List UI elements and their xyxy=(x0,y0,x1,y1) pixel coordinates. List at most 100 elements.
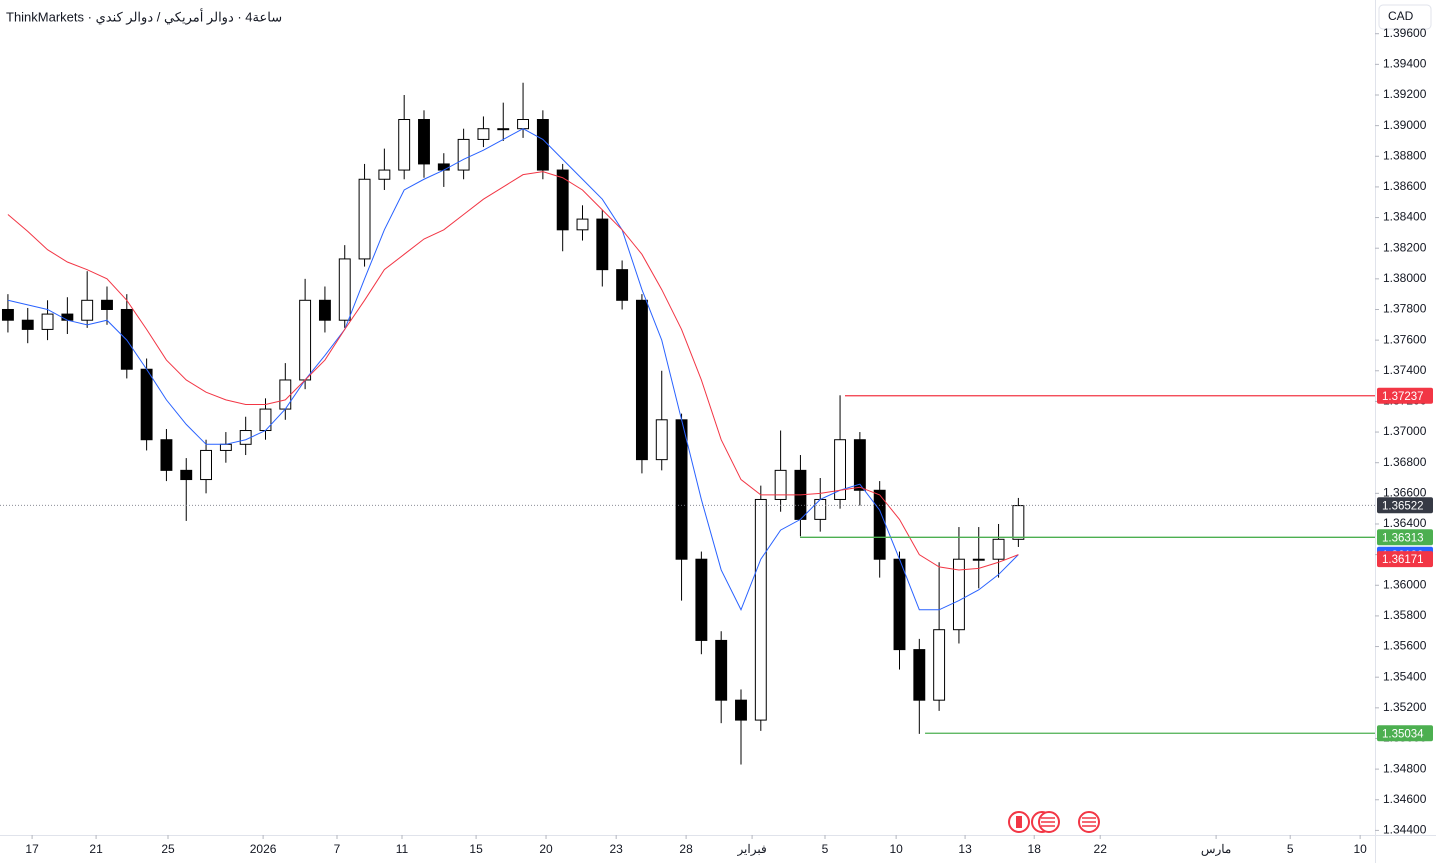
event-icons xyxy=(1008,811,1100,833)
y-tick-label: 1.38600 xyxy=(1383,179,1427,193)
x-tick-label: 22 xyxy=(1094,842,1108,856)
candle-body xyxy=(219,443,232,451)
currency-button[interactable] xyxy=(1378,4,1432,30)
candle-body xyxy=(180,469,193,481)
candle-body xyxy=(556,169,569,231)
candle-body xyxy=(576,218,589,231)
y-tick-label: 1.36000 xyxy=(1383,577,1427,591)
price-tag-label: 1.37237 xyxy=(1382,391,1424,403)
candle-body xyxy=(497,128,510,131)
y-tick-label: 1.38800 xyxy=(1383,148,1427,162)
candle-body xyxy=(913,649,926,701)
y-tick-label: 1.37800 xyxy=(1383,302,1427,316)
flag-mark xyxy=(1016,816,1022,828)
candle-body xyxy=(279,379,292,410)
candle-body xyxy=(774,469,787,500)
y-tick-label: 1.35200 xyxy=(1383,700,1427,714)
candle-body xyxy=(120,308,133,370)
moving-average xyxy=(7,171,1019,571)
candle-body xyxy=(933,629,946,701)
x-tick-label: فبراير xyxy=(736,842,766,856)
price-tag xyxy=(1377,497,1433,514)
candle-body xyxy=(61,313,74,321)
price-tag xyxy=(1377,551,1433,568)
y-tick-label: 1.38000 xyxy=(1383,271,1427,285)
y-tick-label: 1.36600 xyxy=(1383,486,1427,500)
candle-body xyxy=(536,119,549,171)
candle-body xyxy=(952,558,965,631)
x-tick-label: 11 xyxy=(396,842,409,856)
price-tag xyxy=(1377,725,1433,742)
candle-body xyxy=(596,218,609,271)
x-tick-label: 2026 xyxy=(250,842,277,856)
candle-body xyxy=(418,119,430,165)
candle-body xyxy=(853,439,866,491)
x-tick-label: 23 xyxy=(609,842,623,856)
candle-body xyxy=(378,169,391,180)
candle-body xyxy=(675,419,688,560)
y-tick-label: 1.35400 xyxy=(1383,669,1427,683)
y-tick-label: 1.36800 xyxy=(1383,455,1427,469)
candle-body xyxy=(754,498,767,721)
x-tick-label: 15 xyxy=(469,842,483,856)
flag-stripes xyxy=(1041,817,1096,827)
y-tick-label: 1.35600 xyxy=(1383,639,1427,653)
candle-body xyxy=(1012,505,1025,540)
y-tick-label: 1.38200 xyxy=(1383,240,1427,254)
y-tick-label: 1.37000 xyxy=(1383,424,1427,438)
x-tick-label: 25 xyxy=(161,842,175,856)
candle-body xyxy=(655,419,668,461)
y-tick-label: 1.36400 xyxy=(1383,516,1427,530)
candle-body xyxy=(160,439,173,471)
price-tag-label: 1.36313 xyxy=(1382,532,1424,544)
candle-body xyxy=(200,449,213,481)
candle-body xyxy=(299,299,312,381)
x-tick-label: 18 xyxy=(1028,842,1042,856)
y-tick-label: 1.39400 xyxy=(1383,57,1427,71)
candle-body xyxy=(735,699,747,721)
y-tick-label: 1.34600 xyxy=(1383,792,1427,806)
y-tick-label: 1.39000 xyxy=(1383,118,1427,132)
x-tick-label: 5 xyxy=(1287,842,1294,856)
x-tick-label: 20 xyxy=(539,842,553,856)
price-tag-label: 1.36522 xyxy=(1382,500,1424,512)
x-tick-label: مارس xyxy=(1201,842,1232,856)
currency-label[interactable]: CAD xyxy=(1388,9,1414,23)
moving-average xyxy=(7,128,1019,612)
x-tick-label: 21 xyxy=(89,842,103,856)
candle-body xyxy=(1,308,14,321)
candle-body xyxy=(259,408,272,432)
y-tick-label: 1.34800 xyxy=(1383,761,1427,775)
candle-body xyxy=(992,538,1005,560)
candle-body xyxy=(477,128,490,140)
candle-body xyxy=(101,299,113,310)
candle-body xyxy=(635,299,648,461)
price-tag xyxy=(1377,387,1433,404)
x-tick-label: 7 xyxy=(334,842,341,856)
candle-body xyxy=(81,299,94,321)
price-tag-label: 1.36171 xyxy=(1382,554,1424,566)
candle-body xyxy=(338,258,351,321)
y-tick-label: 1.37600 xyxy=(1383,332,1427,346)
candle-body xyxy=(21,319,34,330)
price-tag xyxy=(1377,529,1433,546)
candle-body xyxy=(715,639,728,701)
price-tag-label: 1.35034 xyxy=(1382,728,1424,740)
candle-body xyxy=(437,163,450,171)
candle-body xyxy=(814,498,827,520)
y-tick-label: 1.37400 xyxy=(1383,363,1427,377)
candle-body xyxy=(41,313,54,330)
candle-body xyxy=(398,119,411,171)
plot-area xyxy=(0,82,1375,765)
x-tick-label: 13 xyxy=(958,842,972,856)
y-tick-label: 1.39600 xyxy=(1383,26,1427,40)
candle-body xyxy=(140,368,153,441)
x-tick-label: 10 xyxy=(1353,842,1367,856)
candle-body xyxy=(972,558,985,561)
candle-body xyxy=(873,489,886,560)
candle-body xyxy=(517,119,530,130)
candle-body xyxy=(358,178,371,260)
x-tick-label: 17 xyxy=(25,842,39,856)
y-tick-label: 1.35800 xyxy=(1383,608,1427,622)
